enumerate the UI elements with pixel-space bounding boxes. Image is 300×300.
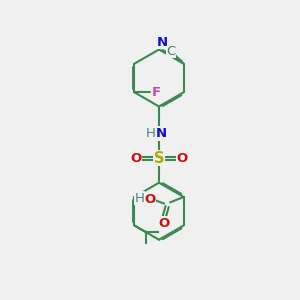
Text: O: O xyxy=(144,194,155,206)
Text: N: N xyxy=(156,127,167,140)
Text: O: O xyxy=(159,217,170,230)
Text: S: S xyxy=(154,151,164,166)
Text: N: N xyxy=(157,36,168,49)
Text: F: F xyxy=(152,86,160,99)
Text: O: O xyxy=(176,152,188,165)
Text: H: H xyxy=(146,127,155,140)
Text: O: O xyxy=(130,152,142,165)
Text: C: C xyxy=(167,45,176,58)
Text: H: H xyxy=(135,192,145,205)
